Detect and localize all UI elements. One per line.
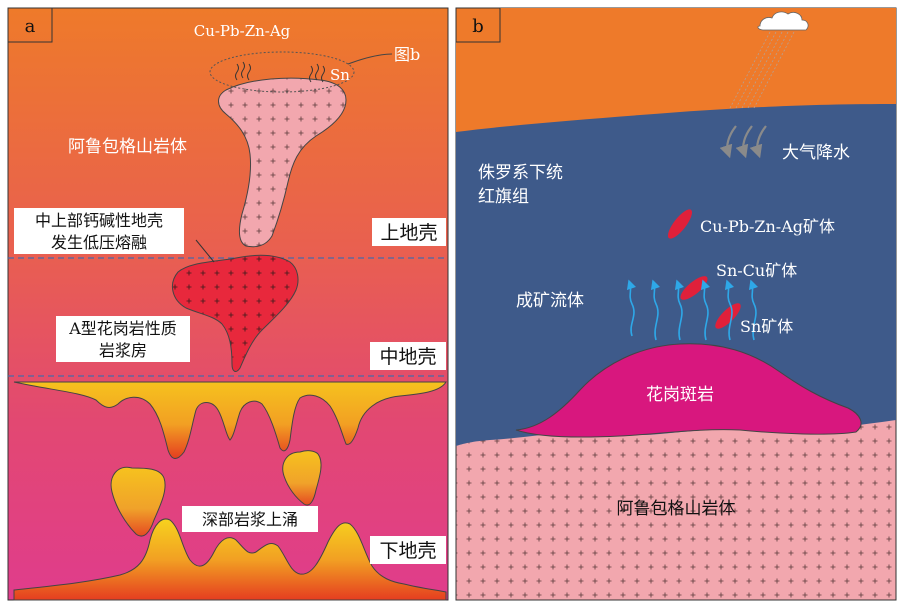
upwelling-box (182, 506, 318, 532)
panel-a-label-box (7, 7, 53, 43)
upper-crust-label: 上地壳 (380, 222, 437, 244)
melting-line-1: 中上部钙碱性地壳 (35, 211, 163, 230)
middle-crust-box (370, 342, 446, 370)
melting-leader-line (195, 239, 215, 263)
ore-body-sn-cu (680, 276, 708, 300)
cloud-icon (757, 11, 809, 31)
granite-porphyry (515, 343, 862, 438)
ore-label-3: Sn矿体 (740, 317, 793, 336)
magma-chamber-label-box (56, 316, 190, 362)
hongqi-formation (456, 104, 896, 446)
ore-fluid-arrows (626, 279, 759, 341)
vein-symbol-right (309, 63, 325, 83)
panel-b: b 大气降水 侏罗系下统 红旗组 Cu-Pb-Zn-Ag矿体 Sn-Cu矿体 成… (455, 7, 897, 601)
upwelling-label: 深部岩浆上涌 (202, 510, 298, 529)
sn-label: Sn (330, 66, 350, 84)
lower-crust-label: 下地壳 (379, 540, 436, 562)
cu-pb-zn-ag-label: Cu-Pb-Zn-Ag (194, 22, 291, 40)
panel-a: a Cu-Pb-Zn-Ag 图b Sn 阿鲁包格山岩体 中上部钙碱性地壳 发生低… (7, 7, 449, 601)
melting-line-2: 发生低压熔融 (51, 233, 147, 252)
magma-chamber (171, 254, 299, 372)
formation-line-2: 红旗组 (478, 187, 529, 207)
magma-blob-left (110, 466, 166, 537)
ore-body-sn (715, 303, 741, 329)
pluton-label-b: 阿鲁包格山岩体 (617, 499, 736, 519)
precipitation-arrows (719, 125, 767, 159)
tu-b-label: 图b (394, 45, 420, 64)
magma-line-2: 岩浆房 (99, 341, 147, 360)
magma-line-1: A型花岗岩性质 (68, 319, 177, 338)
upper-magma-band (13, 381, 447, 459)
lower-magma-peaks (13, 518, 447, 601)
formation-line-1: 侏罗系下统 (478, 163, 563, 183)
porphyry-label: 花岗斑岩 (646, 385, 714, 405)
upper-crust-box (372, 218, 446, 246)
middle-crust-label: 中地壳 (379, 346, 436, 368)
ore-label-2: Sn-Cu矿体 (716, 261, 797, 280)
panel-a-label: a (25, 16, 36, 37)
rain-label: 大气降水 (782, 143, 850, 163)
panel-b-label-box (455, 7, 501, 43)
tu-b-leader-line (347, 53, 393, 65)
ore-body-cu-pb-zn-ag (667, 209, 693, 239)
vein-symbol-left (235, 61, 251, 81)
ore-label-1: Cu-Pb-Zn-Ag矿体 (700, 217, 835, 236)
alubaogeshan-pluton-a (218, 77, 347, 248)
pluton-label-a: 阿鲁包格山岩体 (68, 137, 187, 157)
fluid-label: 成矿流体 (516, 291, 584, 311)
tu-b-ellipse (209, 51, 355, 93)
panel-b-label: b (472, 16, 484, 37)
lower-crust-box (370, 536, 446, 564)
melting-label-box (14, 208, 184, 254)
magma-blob-right (282, 450, 322, 506)
